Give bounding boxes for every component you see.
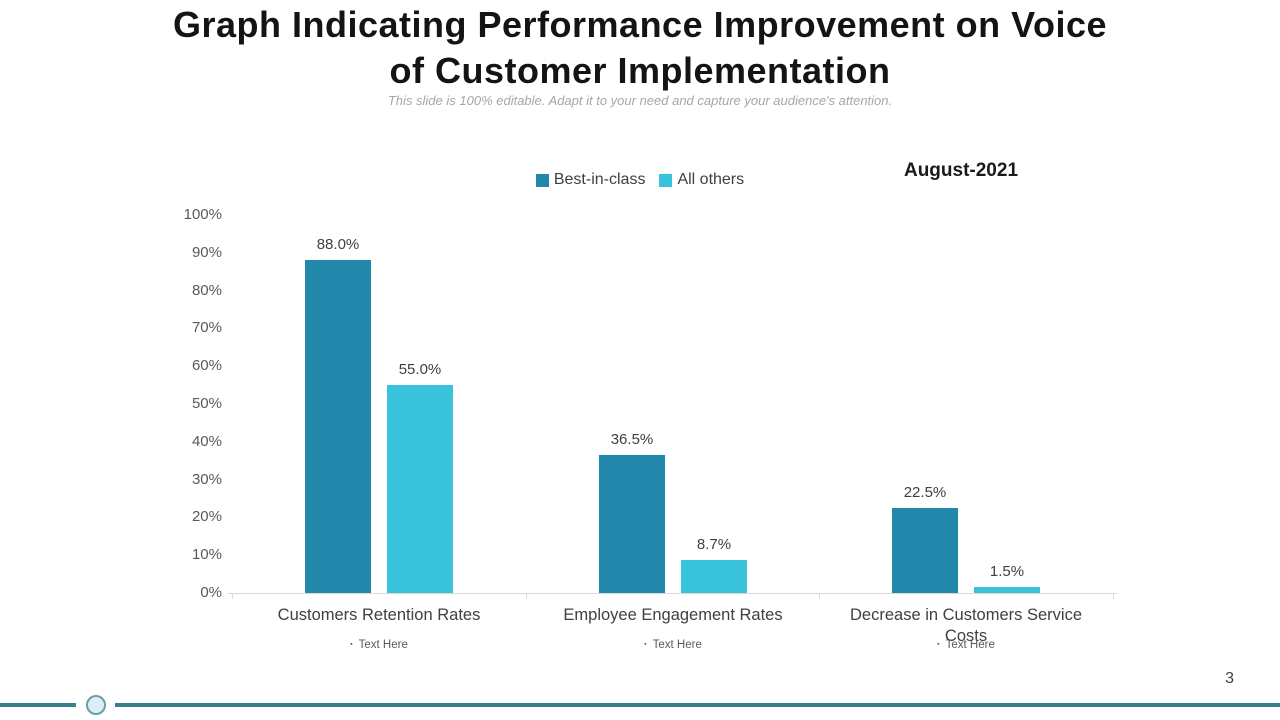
footer-circle-ornament (86, 695, 106, 715)
bar-all-others (974, 587, 1040, 593)
legend-item-all-others: All others (659, 171, 744, 189)
y-axis-tick-label: 20% (191, 508, 222, 526)
slide-subtitle: This slide is 100% editable. Adapt it to… (387, 93, 893, 108)
legend-swatch-icon (535, 173, 549, 187)
legend-item-best-in-class: Best-in-class (535, 171, 646, 189)
y-axis-tick-label: 80% (191, 281, 222, 299)
bar-all-others (681, 560, 747, 593)
x-axis-tick (819, 594, 820, 599)
bullet-icon: ▪ (937, 641, 940, 648)
bar-value-label: 36.5% (610, 431, 654, 448)
y-axis-tick-label: 10% (191, 546, 222, 564)
y-axis-tick-label: 60% (191, 357, 222, 375)
y-axis-tick-label: 100% (183, 206, 222, 223)
bar-value-label: 1.5% (989, 563, 1025, 580)
slide-title-line-2: of Customer Implementation (389, 50, 891, 91)
bar-best-in-class (599, 455, 665, 593)
bullet-icon: ▪ (644, 641, 647, 648)
y-axis-tick-label: 30% (191, 470, 222, 488)
category-note: ▪ Text Here (543, 638, 803, 652)
category-label: Decrease in Customers Service Costs (850, 606, 1082, 645)
y-axis-tick-label: 70% (191, 319, 222, 337)
footer-divider-left (0, 703, 76, 707)
slide-title: Graph Indicating Performance Improvement… (40, 2, 1240, 94)
slide-title-line-1: Graph Indicating Performance Improvement… (172, 4, 1108, 45)
bullet-icon: ▪ (350, 641, 353, 648)
category-label: Customers Retention Rates (277, 606, 481, 624)
bar-value-label: 22.5% (903, 484, 947, 501)
x-axis-tick (1113, 594, 1114, 599)
bar-all-others (387, 385, 453, 593)
legend-swatch-icon (659, 173, 673, 187)
chart-date-label: August-2021 (903, 160, 1019, 181)
footer-divider-right (115, 703, 1280, 707)
y-axis-tick-label: 40% (191, 432, 222, 450)
x-axis-tick (232, 594, 233, 599)
x-axis-line (228, 593, 1117, 594)
x-axis-tick (526, 594, 527, 599)
bar-value-label: 8.7% (696, 536, 732, 553)
category-note: ▪ Text Here (836, 638, 1096, 652)
page-number: 3 (1225, 670, 1234, 687)
chart-legend: Best-in-class All others (0, 171, 1280, 189)
legend-label: All others (677, 171, 745, 188)
note-text: Text Here (945, 639, 995, 651)
note-text: Text Here (652, 639, 702, 651)
note-text: Text Here (358, 639, 408, 651)
category-label: Employee Engagement Rates (563, 606, 783, 624)
y-axis-tick-label: 50% (191, 395, 222, 412)
bar-best-in-class (305, 260, 371, 593)
y-axis-tick-label: 90% (191, 243, 222, 261)
y-axis-tick-label: 0% (200, 584, 222, 601)
bar-value-label: 88.0% (316, 236, 360, 253)
category-note: ▪ Text Here (249, 638, 509, 652)
bar-best-in-class (892, 508, 958, 593)
legend-label: Best-in-class (553, 171, 646, 188)
bar-value-label: 55.0% (398, 361, 442, 378)
